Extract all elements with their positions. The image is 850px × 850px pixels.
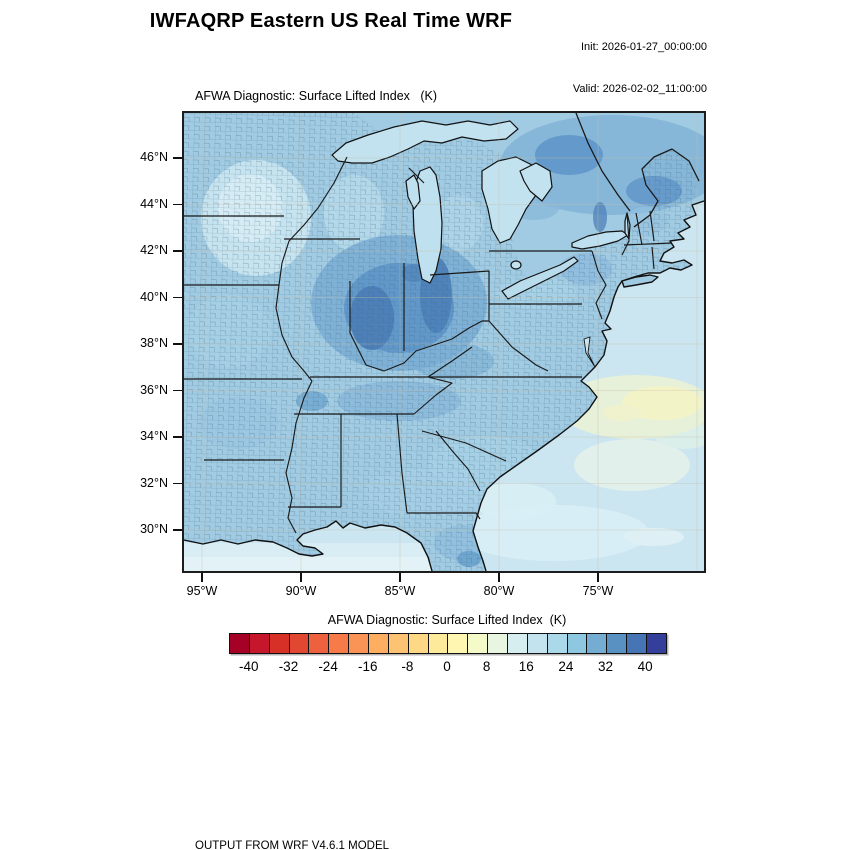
colorbar-cell (646, 634, 666, 653)
graticule (184, 113, 704, 571)
valid-time: Valid: 2026-02-02_11:00:00 (572, 83, 707, 95)
lat-tick-mark (173, 157, 182, 159)
great-lakes (331, 120, 631, 300)
init-time: Init: 2026-01-27_00:00:00 (581, 41, 707, 53)
lat-tick-label: 38°N (140, 336, 168, 350)
lon-tick-mark (300, 573, 302, 582)
lat-tick-mark (173, 482, 182, 485)
lon-tick-label: 90°W (285, 584, 317, 598)
footer-block: OUTPUT FROM WRF V4.6.1 MODEL WE = 310 ; … (195, 810, 647, 850)
chesapeake-bay (583, 336, 596, 368)
colorbar-cell (487, 634, 508, 653)
colorbar-cell (447, 634, 468, 653)
lat-tick-label: 34°N (140, 429, 168, 443)
lat-tick-label: 36°N (140, 382, 168, 397)
colorbar-cell (308, 634, 329, 653)
lat-tick-mark (173, 436, 182, 438)
lon-tick-mark (498, 573, 500, 582)
colorbar-cell (407, 634, 428, 653)
colorbar-cell (268, 634, 289, 653)
lat-tick-mark (173, 529, 182, 531)
colorbar-title: AFWA Diagnostic: Surface Lifted Index (K… (327, 613, 567, 627)
lat-tick-label: 42°N (140, 243, 168, 257)
colorbar-tick-label: 0 (443, 659, 451, 674)
colorbar-cell (626, 634, 647, 653)
colorbar-tick-label: -40 (239, 659, 259, 674)
lon-tick-label: 80°W (483, 584, 515, 598)
colorbar-cell (586, 634, 607, 653)
colorbar-tick-label: -24 (318, 659, 338, 674)
colorbar-cell (507, 634, 527, 653)
lat-tick-label: 44°N (140, 196, 168, 211)
map-title: AFWA Diagnostic: Surface Lifted Index (K… (195, 89, 437, 103)
lon-tick-label: 85°W (384, 584, 416, 598)
colorbar-cell (467, 634, 488, 653)
figure-title: IWFAQRP Eastern US Real Time WRF (149, 10, 513, 32)
lat-tick-mark (173, 203, 182, 206)
colorbar-cell (328, 634, 349, 653)
colorbar-cell (248, 634, 269, 653)
footer-line1: OUTPUT FROM WRF V4.6.1 MODEL (195, 840, 390, 850)
lat-tick-label: 46°N (140, 150, 168, 164)
lat-tick-label: 30°N (140, 522, 168, 536)
colorbar-cell (566, 634, 587, 653)
colorbar-cell (526, 634, 547, 653)
lon-tick-mark (201, 573, 203, 582)
lon-tick-label: 95°W (186, 584, 218, 598)
lat-tick-mark (173, 250, 182, 252)
lat-tick-mark (173, 389, 182, 392)
colorbar-tick-label: -32 (278, 659, 299, 674)
lat-tick-mark (173, 296, 182, 299)
colorbar-tick-label: 24 (558, 659, 574, 674)
lon-tick-label: 75°W (582, 584, 614, 598)
colorbar-tick-label: 16 (518, 659, 534, 674)
lon-tick-mark (597, 573, 599, 582)
colorbar-tick-label: -8 (401, 659, 414, 674)
map-canvas (182, 111, 706, 573)
colorbar-cell (230, 634, 249, 653)
run-info-block: Init: 2026-01-27_00:00:00 Valid: 2026-02… (573, 12, 707, 124)
lat-tick-label: 32°N (140, 475, 168, 490)
colorbar-cell (348, 634, 369, 653)
colorbar-cell (368, 634, 388, 653)
coastline (184, 200, 704, 571)
colorbar-cell (427, 634, 448, 653)
colorbar-tick-label: 32 (598, 659, 614, 674)
colorbar-tick-label: 8 (482, 659, 491, 674)
international-border (575, 113, 700, 228)
colorbar-cell (387, 634, 408, 653)
colorbar-cell (546, 634, 567, 653)
lifted-index-map (184, 113, 704, 571)
colorbar-cell (606, 634, 627, 653)
colorbar-cell (288, 634, 309, 653)
state-boundaries (184, 156, 673, 534)
lon-tick-mark (399, 573, 401, 582)
colorbar-tick-label: -16 (357, 659, 378, 674)
lat-tick-label: 40°N (140, 289, 168, 304)
colorbar-tick-label: 40 (637, 659, 653, 674)
colorbar (229, 633, 667, 654)
lat-tick-mark (173, 343, 182, 345)
